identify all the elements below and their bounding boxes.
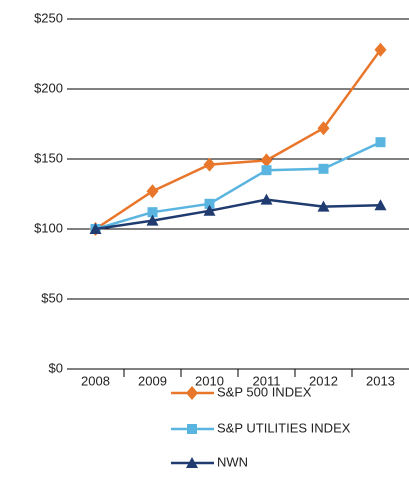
marker: [186, 457, 198, 468]
marker: [203, 157, 216, 172]
y-tick-label: $50: [41, 290, 63, 305]
legend-label: S&P 500 INDEX: [217, 384, 312, 399]
marker: [89, 223, 102, 234]
series-line: [95, 141, 382, 231]
marker: [186, 386, 198, 400]
x-tick-label: 2011: [253, 373, 281, 388]
y-tick-label: $200: [34, 80, 63, 95]
y-tick-label: $100: [34, 220, 63, 235]
marker: [146, 214, 159, 226]
marker: [375, 137, 386, 148]
x-tick-label: 2009: [138, 373, 167, 388]
marker: [317, 200, 330, 212]
marker: [260, 193, 273, 205]
marker: [147, 207, 158, 218]
y-tick-label: $0: [49, 360, 63, 375]
marker: [260, 153, 273, 168]
x-tick-label: 2012: [309, 373, 338, 388]
marker: [146, 184, 159, 199]
y-tick-label: $250: [34, 10, 63, 25]
x-tick-label: 2013: [366, 373, 395, 388]
marker: [374, 42, 387, 57]
x-tick-label: 2008: [81, 373, 110, 388]
series-line: [95, 198, 381, 231]
marker: [203, 204, 216, 216]
marker: [204, 198, 215, 209]
x-tick-label: 2010: [195, 373, 224, 388]
marker: [317, 121, 330, 136]
marker: [261, 165, 272, 176]
legend-label: S&P UTILITIES INDEX: [217, 420, 351, 435]
y-tick-label: $150: [34, 150, 63, 165]
marker: [318, 163, 329, 174]
series-line: [94, 49, 382, 231]
marker: [374, 199, 387, 211]
legend-label: NWN: [217, 454, 248, 469]
marker: [187, 424, 197, 434]
